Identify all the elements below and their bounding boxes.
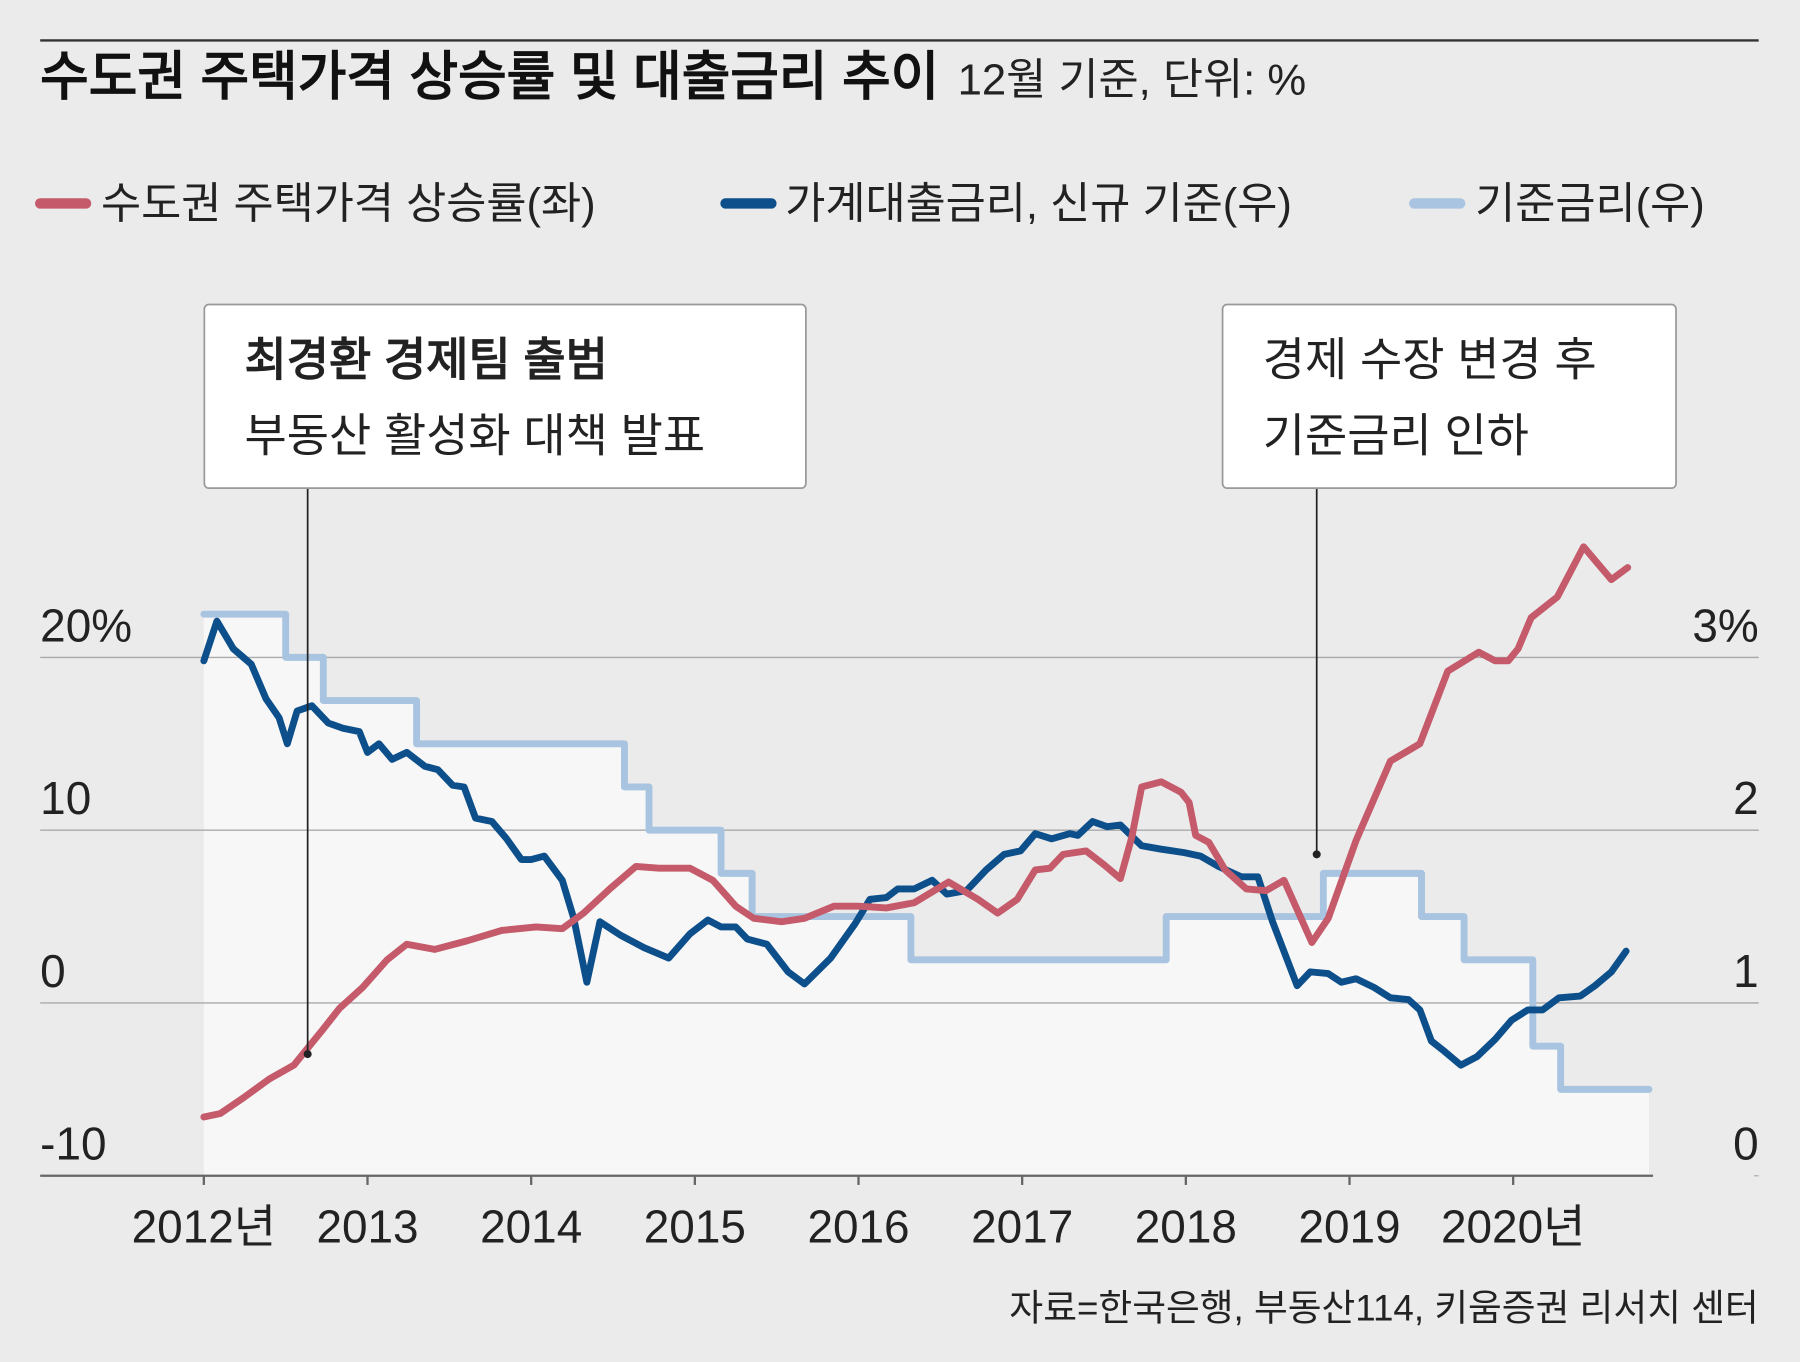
x-tick-label: 2012년: [132, 1200, 276, 1252]
chart-title: 수도권 주택가격 상승률 및 대출금리 추이: [40, 47, 939, 106]
annotation-text: 최경환 경제팀 출범: [245, 334, 608, 386]
plot: -10 0 10 20% 0 1 2 3% 2012년 2013 2014 2015 2016 2017 2…: [40, 543, 1759, 1252]
annotation-text: 부동산 활성화 대책 발표: [245, 409, 706, 461]
x-tick-label: 2016: [807, 1200, 909, 1252]
series-line: [200, 617, 1630, 1069]
y-tick-label: 0: [40, 945, 66, 997]
area-fill: [203, 614, 1650, 1176]
y2-tick-label: 3%: [1692, 599, 1758, 651]
x-tick-label: 2017: [971, 1200, 1073, 1252]
y2-tick-label: 2: [1733, 772, 1759, 824]
annotation: 최경환 경제팀 출범 부동산 활성화 대책 발표: [203, 303, 807, 1059]
x-tick-label: 2013: [316, 1200, 418, 1252]
legend-label: 기준금리(우): [1475, 180, 1705, 228]
x-tick-label: 2015: [644, 1200, 746, 1252]
annotation: 경제 수장 변경 후 기준금리 인하: [1221, 303, 1677, 859]
x-tick-label: 2014: [480, 1200, 582, 1252]
source: 자료=한국은행, 부동산114, 키움증권 리서치 센터: [1009, 1287, 1758, 1328]
legend-label: 가계대출금리, 신규 기준(우): [785, 180, 1292, 228]
legend-label: 수도권 주택가격 상승률(좌): [101, 180, 596, 228]
y2-tick-label: 0: [1733, 1118, 1759, 1170]
chart-subtitle: 12월 기준, 단위: %: [958, 56, 1306, 104]
y-tick-label: 10: [40, 772, 91, 824]
annotation-box: [1221, 303, 1677, 490]
x-tick-label: 2019: [1298, 1200, 1400, 1252]
y2-tick-label: 1: [1733, 945, 1759, 997]
x-tick-label: 2020년: [1441, 1200, 1585, 1252]
x-tick-label: 2018: [1135, 1200, 1237, 1252]
annotation-text: 경제 수장 변경 후: [1263, 334, 1597, 386]
annotation-text: 기준금리 인하: [1263, 409, 1529, 461]
leader-dot: [1312, 850, 1321, 859]
y-tick-label: -10: [40, 1118, 106, 1170]
series-line: [200, 543, 1632, 1121]
series-line: [200, 610, 1653, 1093]
y-tick-label: 20%: [40, 599, 132, 651]
leader-dot: [303, 1050, 312, 1059]
annotation-box: [203, 303, 807, 490]
